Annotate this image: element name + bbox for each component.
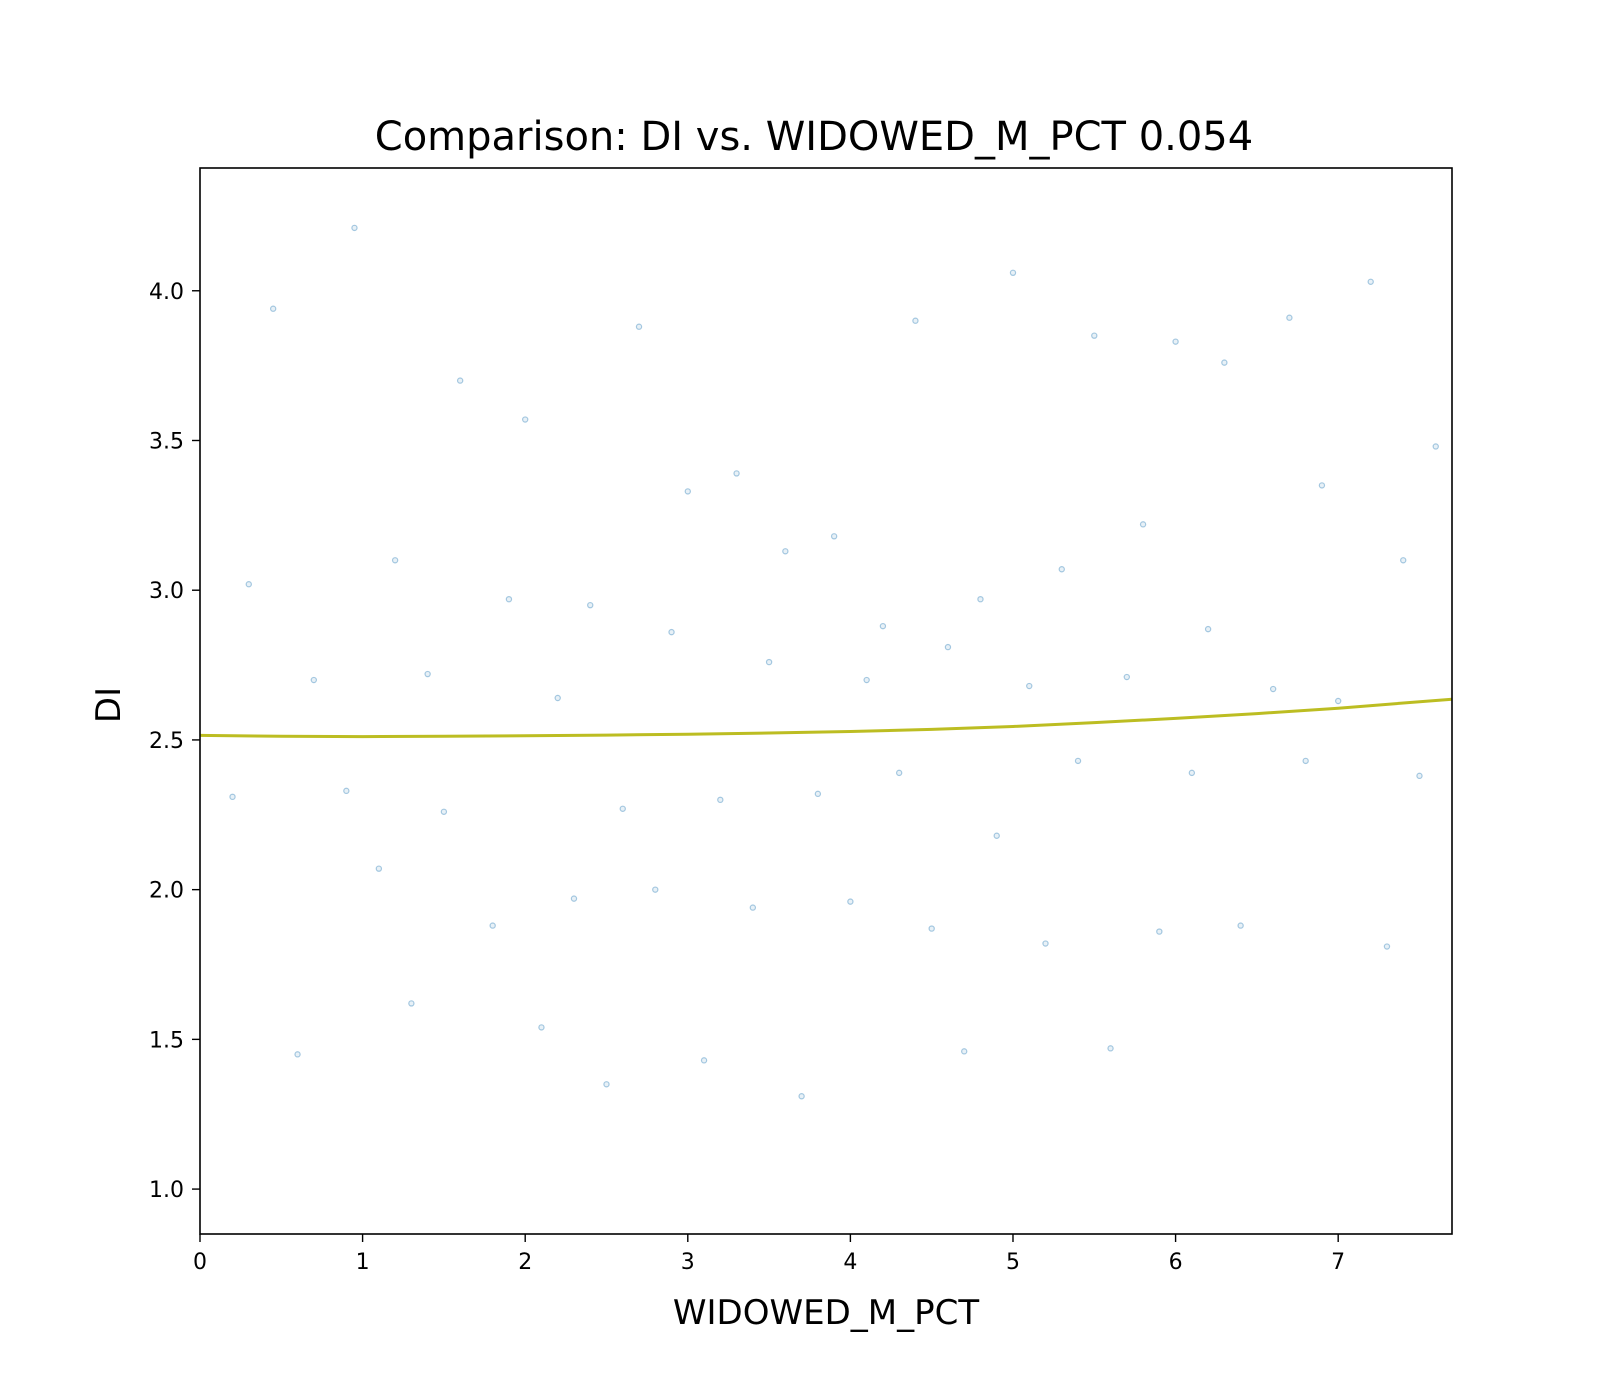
data-point [1204,625,1212,633]
x-tick-label: 2 [518,1250,532,1275]
data-point [1123,673,1131,681]
data-point [1416,772,1423,780]
data-point [668,628,675,636]
scatter-points [229,224,1439,1100]
data-point [489,922,496,929]
y-axis-label: DI [89,687,129,723]
y-tick-label: 2.5 [149,729,184,754]
x-tick-label: 4 [843,1250,857,1275]
data-point [391,557,399,564]
data-point [351,224,358,232]
data-point [1269,685,1277,693]
data-point [521,416,529,423]
data-point [814,790,822,798]
data-point [1188,769,1196,777]
data-point [733,470,740,477]
data-point [603,1081,610,1088]
data-point [895,769,903,777]
data-point [1058,566,1065,573]
data-point [798,1093,805,1100]
data-point [245,581,252,588]
data-point [538,1024,545,1031]
data-point [1026,682,1033,690]
data-point [570,895,578,902]
data-point [1432,443,1439,450]
data-point [1221,359,1228,366]
data-point [1009,269,1017,277]
data-point [1286,314,1293,321]
data-point [1091,332,1098,339]
data-point [505,595,513,603]
y-tick-label: 4.0 [149,280,184,305]
y-tick-label: 1.0 [149,1178,184,1203]
x-tick-label: 0 [193,1250,207,1275]
x-tick-label: 1 [356,1250,370,1275]
data-point [229,793,236,801]
data-point [912,317,919,324]
x-tick-label: 7 [1331,1250,1345,1275]
data-point [635,323,643,330]
data-point [863,676,870,684]
data-point [424,670,431,678]
x-axis-ticks: 0 1 2 3 4 5 6 7 [193,1234,1345,1275]
data-point [652,886,659,893]
data-point [684,488,691,495]
y-tick-label: 2.0 [149,879,184,904]
y-axis-ticks: 1.0 1.5 2.0 2.5 3.0 3.5 4.0 [149,280,200,1203]
y-tick-label: 1.5 [149,1028,184,1053]
data-point [928,925,935,932]
data-point [375,865,383,872]
data-point [1367,278,1374,285]
data-point [1074,757,1082,765]
data-point [1237,922,1244,929]
data-point [440,808,448,815]
plot-frame [199,167,1453,1235]
data-point [1383,943,1391,950]
data-point [310,676,318,684]
x-tick-label: 3 [681,1250,695,1275]
data-point [782,548,789,555]
data-point [294,1051,301,1058]
y-tick-label: 3.5 [149,429,184,454]
data-point [961,1048,968,1055]
data-point [977,595,984,603]
data-point [1318,482,1326,489]
x-tick-label: 5 [1006,1250,1020,1275]
data-point [1172,338,1179,345]
data-point [1042,940,1049,947]
data-point [1400,557,1407,564]
data-point [1302,757,1309,765]
data-point [993,832,1000,839]
data-point [408,1000,415,1007]
data-point [1156,928,1163,935]
data-point [765,658,773,666]
data-point [343,787,350,795]
data-point [830,533,838,540]
chart-title: Comparison: DI vs. WIDOWED_M_PCT 0.054 [375,114,1253,160]
x-tick-label: 6 [1169,1250,1183,1275]
data-point [700,1057,708,1064]
data-point [944,643,952,651]
data-point [1334,697,1342,705]
data-point [619,805,626,812]
data-point [1139,521,1147,528]
data-point [554,694,561,702]
data-point [456,377,464,384]
data-point [587,601,594,609]
data-point [847,898,854,905]
data-point [749,904,757,911]
data-point [879,622,887,630]
data-point [269,305,277,312]
data-point [717,796,724,804]
y-tick-label: 3.0 [149,579,184,604]
trend-line [199,697,1453,739]
x-axis-label: WIDOWED_M_PCT [673,1293,979,1333]
data-point [1107,1045,1114,1052]
